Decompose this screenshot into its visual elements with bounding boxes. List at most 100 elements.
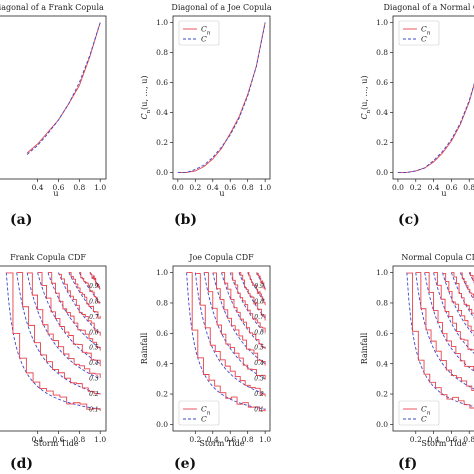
contour-line-theoretical (459, 272, 474, 301)
contour-line-empirical (424, 272, 474, 371)
y-tick-label: 1.0 (156, 18, 168, 27)
contour-label: 0.4 (89, 360, 99, 367)
legend-entry: Cn (421, 405, 431, 417)
y-tick-label: 1.0 (376, 268, 388, 277)
contour-line-empirical (406, 272, 474, 409)
series-line-empirical (26, 22, 101, 154)
series-line-theoretical (177, 22, 266, 173)
legend-entry: Cn (421, 25, 431, 37)
y-tick-label: 0.6 (376, 78, 388, 87)
chart-panel-2: Diagonal of a Joe Copula 0.0 0.2 0.4 0.6 0.8 1… (156, 3, 272, 228)
x-tick-label: 1.0 (94, 183, 106, 192)
legend-box (178, 20, 220, 46)
y-tick-label: 0.6 (156, 78, 168, 87)
y-tick-label: 0.2 (156, 138, 168, 147)
contour-line-theoretical (450, 272, 474, 319)
contour-line-empirical (79, 272, 101, 304)
x-axis-label: u (53, 189, 58, 198)
legend: CnC (398, 20, 440, 46)
chart-panel-4: Frank Copula CDF 0.4 0.6 0.8 1.0 Storm Tide(d… (0, 253, 107, 472)
x-tick-label: 0.8 (463, 435, 474, 444)
contour-label: 0.3 (89, 376, 99, 383)
series-line-empirical (397, 83, 474, 173)
plot-frame (0, 15, 107, 180)
contour-label: 0.7 (254, 314, 264, 321)
x-tick-label: 1.0 (259, 183, 271, 192)
contour-line-empirical (442, 273, 474, 337)
contour-line-empirical (48, 272, 101, 351)
contour-line-empirical (469, 272, 474, 285)
legend-box (398, 400, 440, 426)
contour-label: 0.9 (254, 283, 264, 290)
chart-panel-1: Diagonal of a Frank Copula 0.4 0.6 0.8 1.0 u (… (0, 3, 107, 228)
contour-line-theoretical (406, 272, 474, 408)
x-axis-label: Storm Tide (33, 439, 78, 448)
chart-title: Diagonal of a Normal Copula (384, 3, 474, 12)
contour-line-empirical (415, 272, 474, 391)
x-tick-label: 0.2 (410, 435, 422, 444)
contour-line-theoretical (203, 272, 266, 380)
panel-label: (d) (10, 456, 33, 472)
x-tick-label: 0.2 (189, 183, 201, 192)
chart-panel-6: Normal Copula CDF 0.2 0.4 0.6 0.8 1.0 Storm Ti… (376, 253, 474, 472)
y-axis-label: Rainfall (360, 332, 369, 364)
y-tick-label: 0.4 (376, 359, 388, 368)
y-tick-label: 1.0 (156, 268, 168, 277)
panel-label: (c) (398, 212, 420, 228)
contour-label: 0.8 (254, 299, 264, 306)
legend-entry: Cn (201, 25, 211, 37)
contour-line-empirical (221, 272, 266, 349)
chart-title: Diagonal of a Frank Copula (0, 3, 104, 12)
panel-label: (e) (174, 456, 196, 472)
contour-label: 0.5 (89, 345, 99, 352)
contour-label: 0.1 (254, 406, 264, 413)
plot-frame (172, 15, 271, 180)
y-tick-label: 0.2 (376, 138, 388, 147)
series-line-theoretical (26, 22, 101, 155)
contour-line-theoretical (468, 272, 474, 284)
legend: CnC (178, 20, 220, 46)
contour-label: 0.7 (89, 314, 99, 321)
contour-line-empirical (247, 272, 266, 306)
contour-line-theoretical (5, 272, 101, 410)
legend-box (178, 400, 220, 426)
legend: CnC (398, 400, 440, 426)
panel-label: (b) (174, 212, 197, 228)
contour-line-empirical (433, 272, 474, 351)
chart-title: Joe Copula CDF (188, 253, 254, 262)
contour-line-theoretical (238, 272, 266, 319)
series-line-theoretical (397, 82, 474, 173)
legend-entry: Cn (201, 405, 211, 417)
contour-line-empirical (58, 273, 101, 336)
contour-label: 0.6 (254, 329, 264, 336)
y-axis-label: Cn(u, ..., u) (140, 75, 152, 119)
contour-label: 0.8 (89, 299, 99, 306)
y-tick-label: 0.0 (156, 168, 168, 177)
contour-line-empirical (16, 272, 101, 395)
legend-entry: C (421, 415, 427, 424)
y-tick-label: 0.2 (376, 390, 388, 399)
x-axis-label: Storm Tide (421, 439, 466, 448)
y-tick-label: 0.8 (156, 48, 168, 57)
x-tick-label: 0.4 (428, 435, 440, 444)
plot-frame (172, 265, 271, 432)
chart-title: Frank Copula CDF (10, 253, 86, 262)
contour-label: 0.2 (89, 391, 99, 398)
x-tick-label: 0.8 (242, 435, 254, 444)
y-tick-label: 0.0 (376, 420, 388, 429)
contour-line-empirical (238, 272, 266, 321)
x-tick-label: 0.0 (392, 183, 404, 192)
y-tick-label: 0.6 (376, 329, 388, 338)
x-tick-label: 0.6 (52, 435, 64, 444)
x-tick-label: 0.2 (410, 183, 422, 192)
y-tick-label: 0.2 (156, 390, 168, 399)
legend-entry: C (201, 415, 207, 424)
x-tick-label: 0.6 (224, 183, 236, 192)
x-tick-label: 0.0 (172, 183, 184, 192)
x-tick-label: 0.4 (207, 435, 219, 444)
y-axis-label: Rainfall (140, 332, 149, 364)
contour-line-theoretical (58, 272, 101, 334)
panel-label: (f) (398, 456, 417, 472)
